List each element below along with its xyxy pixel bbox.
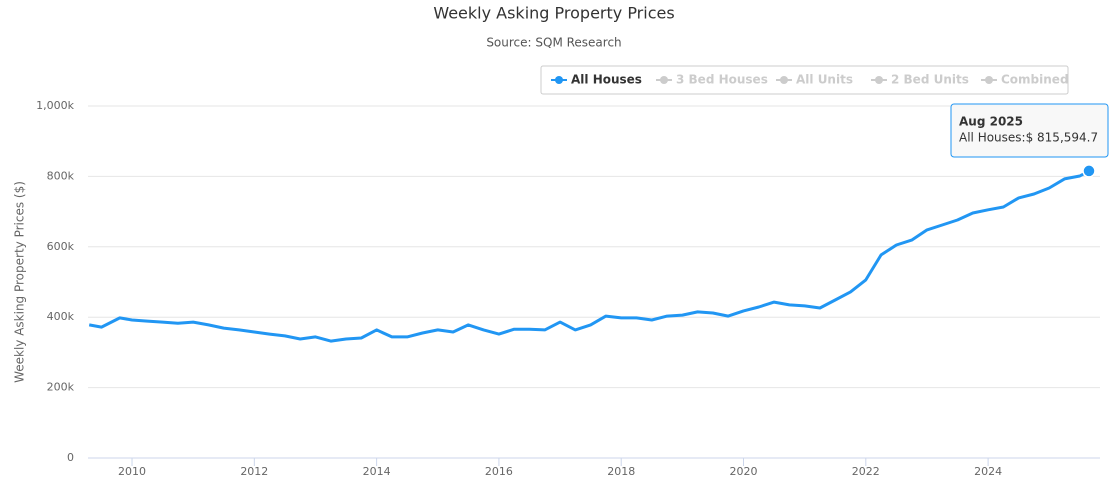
legend-symbol bbox=[780, 76, 788, 84]
chart-subtitle: Source: SQM Research bbox=[486, 36, 621, 50]
legend-symbol bbox=[985, 76, 993, 84]
y-tick-label: 200k bbox=[47, 381, 75, 394]
legend-item[interactable]: All Houses bbox=[571, 73, 642, 87]
legend-item[interactable]: All Units bbox=[796, 73, 853, 87]
line-series bbox=[88, 169, 1090, 343]
x-tick-label: 2010 bbox=[118, 465, 146, 478]
y-tick-label: 1,000k bbox=[36, 99, 74, 112]
tooltip-text: All Houses:$ 815,594.7 bbox=[959, 131, 1098, 145]
legend-symbol bbox=[660, 76, 668, 84]
tooltip-box bbox=[950, 103, 1109, 158]
y-axis-label: Weekly Asking Property Prices ($) bbox=[13, 181, 27, 383]
hover-point bbox=[1082, 164, 1096, 178]
legend-item[interactable]: 2 Bed Units bbox=[891, 73, 969, 87]
legend-symbol bbox=[555, 76, 563, 84]
y-tick-label: 0 bbox=[67, 451, 74, 464]
y-tick-label: 400k bbox=[47, 310, 75, 323]
x-tick-label: 2016 bbox=[485, 465, 513, 478]
x-tick-label: 2014 bbox=[363, 465, 391, 478]
legend-item[interactable]: Combined bbox=[1001, 73, 1069, 87]
x-tick-label: 2024 bbox=[974, 465, 1002, 478]
x-tick-label: 2012 bbox=[240, 465, 268, 478]
legend-item[interactable]: 3 Bed Houses bbox=[676, 73, 768, 87]
tooltip-title: Aug 2025 bbox=[959, 115, 1023, 129]
x-tick-label: 2018 bbox=[607, 465, 635, 478]
y-tick-label: 800k bbox=[47, 169, 75, 182]
x-tick-label: 2022 bbox=[852, 465, 880, 478]
chart-title: Weekly Asking Property Prices bbox=[433, 4, 674, 23]
y-tick-label: 600k bbox=[47, 240, 75, 253]
legend-symbol bbox=[875, 76, 883, 84]
legend-box bbox=[540, 65, 1069, 95]
x-tick-label: 2020 bbox=[730, 465, 758, 478]
